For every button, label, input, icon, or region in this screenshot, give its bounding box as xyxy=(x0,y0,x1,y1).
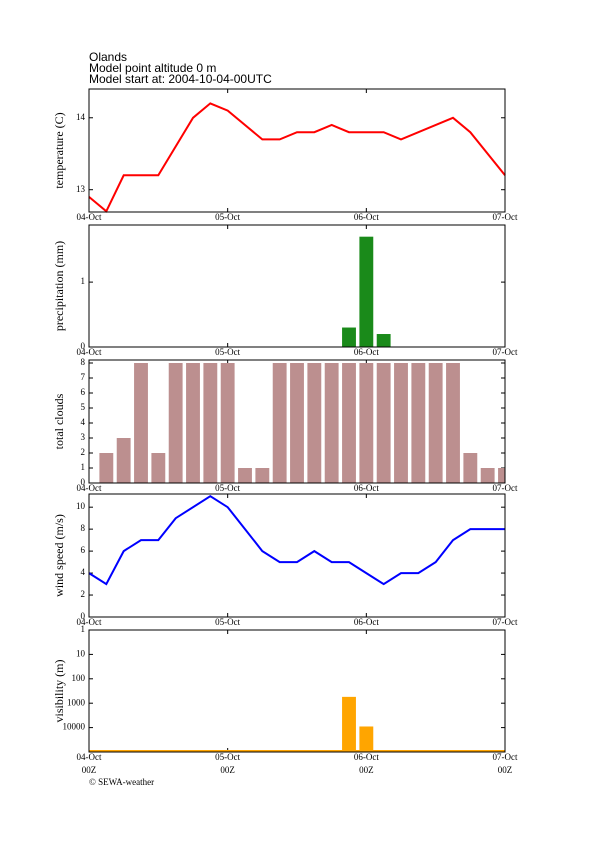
plot-frame xyxy=(88,493,506,618)
bar xyxy=(411,363,426,483)
bar xyxy=(480,468,495,483)
x-tick-sublabel: 00Z xyxy=(82,765,97,775)
bar xyxy=(498,468,505,483)
x-tick-label: 07-Oct xyxy=(493,617,518,627)
plot-frame xyxy=(88,359,506,484)
y-tick-label: 10000 xyxy=(63,722,86,732)
y-tick-label: 0 xyxy=(81,477,86,487)
y-tick-label: 4 xyxy=(81,417,86,427)
y-axis-label: precipitation (mm) xyxy=(52,241,66,331)
bar xyxy=(428,363,443,483)
y-tick-label: 1 xyxy=(81,624,86,634)
x-tick-label: 06-Oct xyxy=(354,617,379,627)
bar xyxy=(359,236,374,347)
bar xyxy=(255,468,270,483)
y-axis-label: temperature (C) xyxy=(52,112,66,188)
bar xyxy=(203,363,218,483)
y-tick-label: 2 xyxy=(81,589,86,599)
y-tick-label: 13 xyxy=(76,184,86,194)
credit: © SEWA-weather xyxy=(89,777,154,787)
bar xyxy=(290,363,304,483)
x-tick-label: 05-Oct xyxy=(215,347,240,357)
y-tick-label: 100 xyxy=(72,673,86,683)
y-tick-label: 2 xyxy=(81,447,86,457)
y-tick-label: 0 xyxy=(81,341,86,351)
header-line: Olands xyxy=(89,50,127,64)
bar xyxy=(376,334,391,347)
bar xyxy=(168,363,183,483)
plot-frame xyxy=(88,224,506,348)
bar xyxy=(342,696,356,752)
bar xyxy=(342,327,356,347)
y-tick-label: 10 xyxy=(76,501,86,511)
bar xyxy=(342,363,356,483)
y-tick-label: 5 xyxy=(81,402,86,412)
y-tick-label: 6 xyxy=(81,545,86,555)
x-tick-label: 07-Oct xyxy=(493,212,518,222)
x-tick-label: 04-Oct xyxy=(77,483,102,493)
y-tick-label: 0 xyxy=(81,611,86,621)
bar xyxy=(151,453,166,483)
x-tick-label: 06-Oct xyxy=(354,752,379,762)
bar xyxy=(359,363,374,483)
x-tick-label: 06-Oct xyxy=(354,483,379,493)
y-tick-label: 8 xyxy=(81,357,86,367)
plot-frame xyxy=(88,88,506,213)
header-line: Model start at: 2004-10-04-00UTC xyxy=(89,72,272,86)
x-tick-label: 04-Oct xyxy=(77,752,102,762)
x-tick-sublabel: 00Z xyxy=(498,765,513,775)
x-tick-label: 07-Oct xyxy=(493,483,518,493)
bar xyxy=(446,363,460,483)
bar xyxy=(238,468,252,483)
y-tick-label: 3 xyxy=(81,432,86,442)
bar xyxy=(99,453,114,483)
y-tick-label: 4 xyxy=(81,567,86,577)
bar xyxy=(324,363,339,483)
bar xyxy=(272,363,287,483)
x-tick-label: 05-Oct xyxy=(215,617,240,627)
x-tick-label: 04-Oct xyxy=(77,617,102,627)
data-line xyxy=(88,495,505,586)
data-line xyxy=(88,102,506,213)
x-tick-sublabel: 00Z xyxy=(359,765,374,775)
bar xyxy=(376,363,391,483)
x-tick-label: 07-Oct xyxy=(493,347,518,357)
bar xyxy=(220,363,235,483)
y-tick-label: 1000 xyxy=(67,697,86,707)
header-line: Model point altitude 0 m xyxy=(89,61,216,75)
y-tick-label: 14 xyxy=(76,112,86,122)
y-axis-label: total clouds xyxy=(52,393,66,449)
bar xyxy=(307,363,322,483)
y-tick-label: 6 xyxy=(81,387,86,397)
bar xyxy=(186,363,200,483)
bar xyxy=(463,453,478,483)
x-tick-label: 05-Oct xyxy=(215,483,240,493)
y-axis-label: visibility (m) xyxy=(52,659,66,722)
x-tick-label: 04-Oct xyxy=(77,347,102,357)
y-tick-label: 1 xyxy=(81,276,86,286)
plot-frame xyxy=(88,629,506,753)
y-tick-label: 7 xyxy=(81,372,86,382)
x-tick-sublabel: 00Z xyxy=(220,765,235,775)
x-tick-label: 05-Oct xyxy=(215,752,240,762)
y-tick-label: 8 xyxy=(81,523,86,533)
x-tick-label: 07-Oct xyxy=(493,752,518,762)
bar xyxy=(134,363,148,483)
y-axis-label: wind speed (m/s) xyxy=(52,514,66,597)
x-tick-label: 06-Oct xyxy=(354,347,379,357)
bar xyxy=(394,363,408,483)
bar xyxy=(359,726,374,752)
x-tick-label: 04-Oct xyxy=(77,212,102,222)
x-tick-label: 05-Oct xyxy=(215,212,240,222)
bar xyxy=(116,438,131,483)
y-tick-label: 10 xyxy=(76,648,86,658)
y-tick-label: 1 xyxy=(81,462,86,472)
x-tick-label: 06-Oct xyxy=(354,212,379,222)
